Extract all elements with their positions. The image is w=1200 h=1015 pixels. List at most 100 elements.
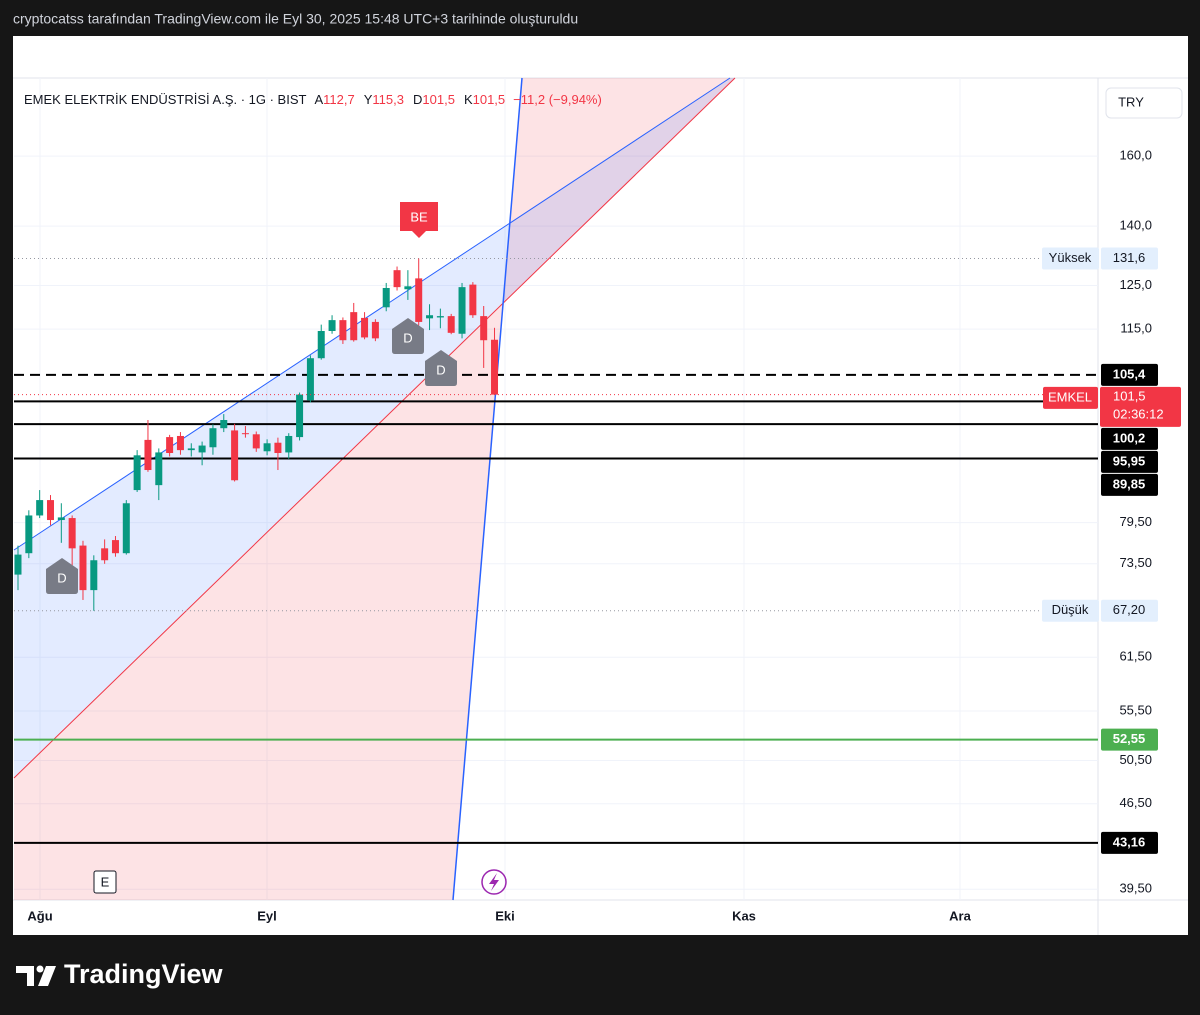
ohlc-label: K xyxy=(464,92,473,107)
price-label-box xyxy=(1101,427,1158,450)
last-price-box xyxy=(1100,386,1181,427)
candle-body xyxy=(393,270,401,288)
trend-line xyxy=(13,77,731,551)
price-label-box xyxy=(1101,831,1158,854)
reference-name: Yüksek xyxy=(1049,250,1092,265)
event-icon xyxy=(481,869,507,895)
candle-body xyxy=(209,428,217,448)
candle-body xyxy=(101,548,109,561)
candle-body xyxy=(296,394,304,438)
steep-line xyxy=(452,77,523,901)
y-tick-label: 125,0 xyxy=(1119,277,1152,292)
reference-value: 131,6 xyxy=(1113,250,1146,265)
currency-button[interactable] xyxy=(1105,87,1183,119)
logo-mark xyxy=(36,965,44,973)
candle-body xyxy=(122,503,130,554)
grid xyxy=(14,78,1098,900)
candle-body xyxy=(263,443,271,452)
reference-name-box xyxy=(1042,599,1099,622)
price-label: 52,55 xyxy=(1113,731,1146,746)
candle-body xyxy=(339,320,347,341)
red-zone xyxy=(14,78,735,900)
ohlc-label: D xyxy=(413,92,422,107)
candle-body xyxy=(36,500,44,516)
candle-body xyxy=(404,286,412,290)
chart-area xyxy=(13,36,1188,935)
trend-line xyxy=(13,77,736,779)
dividend-badge xyxy=(46,558,78,594)
reference-name: Düşük xyxy=(1052,602,1089,617)
price-label-box xyxy=(1101,363,1158,386)
plot: D D D BE E xyxy=(14,202,1098,894)
candle-body xyxy=(328,320,336,331)
candle-body xyxy=(187,448,195,451)
price-label: 89,85 xyxy=(1113,476,1146,491)
ohlc-label: A xyxy=(315,92,324,107)
dividend-badge xyxy=(392,318,424,354)
earnings-flag xyxy=(400,202,438,238)
candle-body xyxy=(361,317,369,338)
y-tick-label: 79,50 xyxy=(1119,514,1152,529)
candle-body xyxy=(415,278,423,322)
logo-mark xyxy=(16,966,34,986)
reference-value: 67,20 xyxy=(1113,602,1146,617)
event-box xyxy=(93,870,117,894)
legend: EMEK ELEKTRİK ENDÜSTRİSİ A.Ş. · 1G · BIS… xyxy=(24,92,602,107)
logo-mark xyxy=(38,966,56,986)
reference-value-box xyxy=(1101,599,1158,622)
drawings xyxy=(13,77,736,901)
dividend-label: D xyxy=(436,362,445,377)
change: −11,2 (−9,94%) xyxy=(513,92,602,107)
ohlc-value: 115,3 xyxy=(372,92,404,107)
candle-body xyxy=(306,358,314,401)
y-tick-label: 115,0 xyxy=(1120,321,1152,336)
dividend-badge xyxy=(425,350,457,386)
candle-body xyxy=(274,442,282,454)
logo xyxy=(16,965,56,986)
brand: TradingView xyxy=(64,959,224,989)
price-label: 95,95 xyxy=(1113,453,1146,468)
price-label: 105,4 xyxy=(1113,366,1146,381)
countdown: 02:36:12 xyxy=(1113,406,1164,421)
candle-body xyxy=(79,545,87,591)
candle-body xyxy=(469,284,477,316)
candle-body xyxy=(231,430,239,481)
candle-body xyxy=(14,554,22,575)
price-label: 100,2 xyxy=(1113,430,1146,445)
symbol-label: EMKEL xyxy=(1048,389,1092,404)
candle-body xyxy=(220,420,228,429)
candle-body xyxy=(25,515,33,554)
candle-body xyxy=(350,312,358,341)
symbol-box xyxy=(1043,386,1098,409)
ohlc-label: Y xyxy=(364,92,373,107)
candle-body xyxy=(166,437,174,454)
y-tick-label: 140,0 xyxy=(1119,218,1152,233)
candle-body xyxy=(458,287,466,334)
icon-bolt xyxy=(489,873,499,891)
ohlc-value: 101,5 xyxy=(473,92,506,107)
y-tick-label: 61,50 xyxy=(1119,649,1152,664)
caption: cryptocatss tarafından TradingView.com i… xyxy=(13,11,578,27)
earnings-label: BE xyxy=(410,209,428,224)
candle-body xyxy=(371,321,379,339)
candle-body xyxy=(90,560,98,591)
candle-body xyxy=(436,316,444,318)
event-label: E xyxy=(101,874,110,889)
candle-body xyxy=(426,315,434,319)
y-tick-label: 46,50 xyxy=(1119,795,1152,810)
candle-body xyxy=(382,287,390,308)
y-tick-label: 73,50 xyxy=(1119,555,1152,570)
ohlc-value: 101,5 xyxy=(422,92,455,107)
candle-body xyxy=(144,439,152,471)
price-label-box xyxy=(1101,473,1158,496)
y-tick-label: 160,0 xyxy=(1119,148,1152,163)
y-tick-label: 55,50 xyxy=(1119,702,1152,717)
y-tick-label: 39,50 xyxy=(1119,881,1152,896)
x-tick-label: Eki xyxy=(495,908,515,923)
candle-body xyxy=(176,435,184,451)
candle-body xyxy=(447,316,455,333)
candle-body xyxy=(68,518,76,549)
dividend-label: D xyxy=(403,330,412,345)
